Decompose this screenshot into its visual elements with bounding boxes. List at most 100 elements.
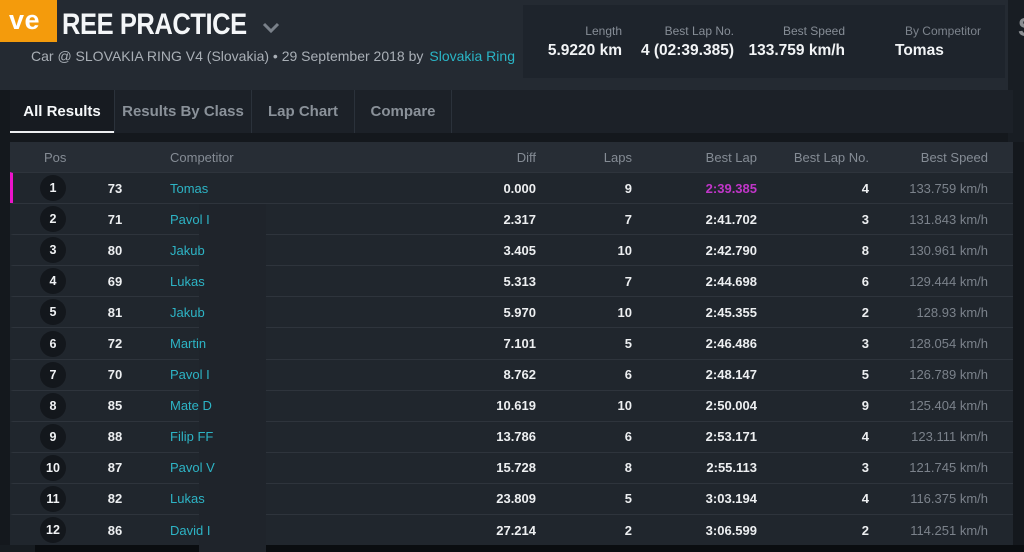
competitor-cell: Pavol V xyxy=(145,460,426,475)
competitor-link[interactable]: Lukas xyxy=(170,491,205,507)
stat-label: By Competitor xyxy=(904,23,981,38)
car-number: 87 xyxy=(107,460,123,476)
competitor-cell: Filip FF xyxy=(145,429,426,444)
competitor-link[interactable]: Lukas xyxy=(170,273,205,289)
table-row[interactable]: 10 87 Pavol V 15.728 8 2:55.113 3 121.745 km/h xyxy=(10,451,1013,483)
table-row[interactable]: 11 82 Lukas 23.809 5 3:03.194 4 116.375 km/h xyxy=(10,482,1013,515)
position-cell: 7 xyxy=(13,361,85,388)
diff-value: 8.762 xyxy=(503,367,536,383)
tab-lap-chart[interactable]: Lap Chart xyxy=(252,90,355,133)
position-badge: 8 xyxy=(40,392,66,419)
table-row[interactable]: 6 72 Martin 7.101 5 2:46.486 3 128.054 km/h xyxy=(10,327,1013,359)
best-lap-value: 2:41.702 xyxy=(705,211,757,227)
table-row[interactable]: 7 70 Pavol I 8.762 6 2:48.147 5 126.789 km/h xyxy=(10,358,1013,390)
competitor-link[interactable]: Filip FF xyxy=(170,429,214,445)
position-badge: 11 xyxy=(40,485,66,512)
best-lap-no-value: 5 xyxy=(861,367,869,383)
position-cell: 4 xyxy=(13,268,85,295)
diff-value: 5.313 xyxy=(503,273,536,289)
laps-value: 10 xyxy=(617,398,632,414)
laps-value: 7 xyxy=(624,273,632,289)
laps-value: 9 xyxy=(624,180,632,196)
live-badge[interactable]: ve xyxy=(0,0,57,42)
position-badge: 2 xyxy=(40,206,66,233)
stat-best-lap-no-: Best Lap No. 4 (02:39.385) xyxy=(622,24,734,60)
best-lap-value: 2:45.355 xyxy=(705,304,757,320)
best-speed-value: 121.745 km/h xyxy=(909,460,988,476)
table-body: 1 73 Tomas 0.000 9 2:39.385 4 133.759 km/h 2 71 Pa… xyxy=(10,172,1013,552)
table-row[interactable]: 5 81 Jakub 5.970 10 2:45.355 2 128.93 km/h xyxy=(10,296,1013,328)
competitor-cell: Lukas xyxy=(145,491,426,506)
best-lap-value: 2:53.171 xyxy=(705,429,757,445)
position-badge: 5 xyxy=(40,299,66,326)
car-number: 69 xyxy=(107,273,123,289)
best-speed-value: 125.404 km/h xyxy=(909,398,988,414)
bottom-left-box xyxy=(0,545,35,552)
competitor-link[interactable]: Jakub xyxy=(170,304,205,320)
tab-all-results[interactable]: All Results xyxy=(10,90,115,133)
competitor-link[interactable]: Mate D xyxy=(170,398,212,414)
table-header-row: Pos Competitor Diff Laps Best Lap Best Lap No… xyxy=(10,142,1013,172)
best-speed-value: 128.054 km/h xyxy=(909,336,988,352)
position-badge: 12 xyxy=(40,517,66,544)
laps-value: 10 xyxy=(617,304,632,320)
stat-best-speed: Best Speed 133.759 km/h xyxy=(734,24,845,60)
best-speed-value: 131.843 km/h xyxy=(909,211,988,227)
car-number: 72 xyxy=(107,336,123,352)
competitor-link[interactable]: Jakub xyxy=(170,242,205,258)
competitor-link[interactable]: Pavol I xyxy=(170,367,210,383)
position-cell: 9 xyxy=(13,423,85,450)
table-row[interactable]: 9 88 Filip FF 13.786 6 2:53.171 4 123.111 km/h xyxy=(10,420,1013,452)
diff-value: 15.728 xyxy=(496,460,536,476)
table-row[interactable]: 2 71 Pavol I 2.317 7 2:41.702 3 131.843 km/h xyxy=(10,203,1013,235)
results-tabs: All Results Results By Class Lap Chart Comp… xyxy=(10,90,1013,133)
best-lap-no-value: 9 xyxy=(861,398,869,414)
diff-value: 27.214 xyxy=(496,522,536,538)
position-badge: 10 xyxy=(40,454,66,481)
column-header-diff: Diff xyxy=(516,149,536,165)
diff-value: 0.000 xyxy=(503,180,536,196)
competitor-link[interactable]: Pavol I xyxy=(170,211,210,227)
position-badge: 7 xyxy=(40,361,66,388)
best-lap-no-value: 2 xyxy=(861,304,869,320)
position-cell: 3 xyxy=(13,237,85,264)
best-lap-no-value: 4 xyxy=(861,491,869,507)
best-lap-no-value: 6 xyxy=(861,273,869,289)
title-row: REE PRACTICE xyxy=(62,8,281,42)
position-cell: 5 xyxy=(13,299,85,326)
position-cell: 12 xyxy=(13,517,85,544)
position-cell: 2 xyxy=(13,206,85,233)
chevron-down-icon[interactable] xyxy=(261,21,281,35)
best-lap-value: 3:03.194 xyxy=(705,491,757,507)
car-number: 85 xyxy=(107,398,123,414)
best-speed-value: 130.961 km/h xyxy=(909,242,988,258)
competitor-link[interactable]: Tomas xyxy=(170,180,209,196)
position-badge: 6 xyxy=(40,330,66,357)
session-stats: Length 5.9220 km Best Lap No. 4 (02:39.385)… xyxy=(523,5,1005,78)
column-header-best-lap: Best Lap xyxy=(705,149,757,165)
bottom-strip xyxy=(0,545,1024,552)
best-lap-value: 3:06.599 xyxy=(705,522,757,538)
organizer-link[interactable]: Slovakia Ring xyxy=(429,48,515,64)
diff-value: 13.786 xyxy=(496,429,536,445)
table-row[interactable]: 4 69 Lukas 5.313 7 2:44.698 6 129.444 km/h xyxy=(10,265,1013,297)
position-badge: 9 xyxy=(40,423,66,450)
column-header-best-speed: Best Speed xyxy=(920,149,988,165)
tab-results-by-class[interactable]: Results By Class xyxy=(115,90,252,133)
diff-value: 3.405 xyxy=(503,242,536,258)
competitor-cell: Lukas xyxy=(145,274,426,289)
event-header: ve REE PRACTICE Car @ SLOVAKIA RING V4 (… xyxy=(0,0,1008,90)
diff-value: 2.317 xyxy=(503,211,536,227)
competitor-link[interactable]: Martin xyxy=(170,336,207,352)
competitor-link[interactable]: David I xyxy=(170,522,211,538)
competitor-link[interactable]: Pavol V xyxy=(170,460,215,476)
laps-value: 10 xyxy=(617,242,632,258)
table-row[interactable]: 1 73 Tomas 0.000 9 2:39.385 4 133.759 km/h xyxy=(10,172,1013,204)
position-badge: 3 xyxy=(40,237,66,264)
table-row[interactable]: 8 85 Mate D 10.619 10 2:50.004 9 125.404 km/h xyxy=(10,389,1013,421)
table-row[interactable]: 12 86 David I 27.214 2 3:06.599 2 114.251 km/h xyxy=(10,514,1013,546)
competitor-cell: Martin xyxy=(145,336,426,351)
table-row[interactable]: 3 80 Jakub 3.405 10 2:42.790 8 130.961 km/h xyxy=(10,234,1013,266)
tab-compare[interactable]: Compare xyxy=(355,90,452,133)
